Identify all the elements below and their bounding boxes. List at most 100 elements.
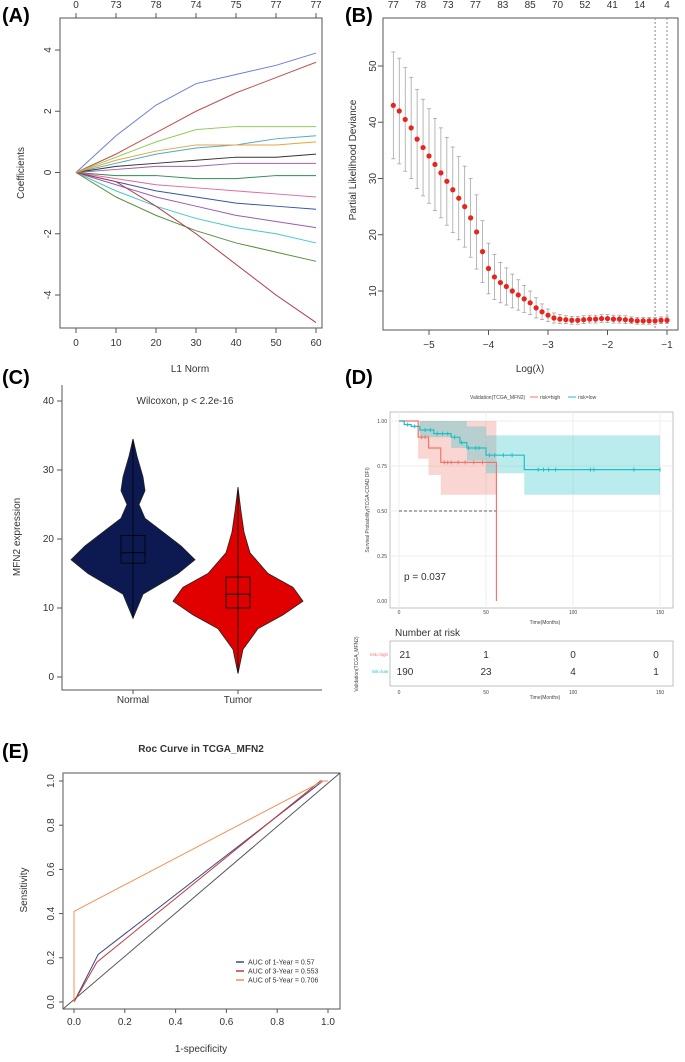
plot-frame xyxy=(59,17,323,329)
x-tick-label: 60 xyxy=(310,338,322,349)
coefficient-path xyxy=(75,141,317,173)
coefficient-path xyxy=(75,172,317,244)
x-tick-label: 0.8 xyxy=(270,1017,284,1028)
top-tick-label: 83 xyxy=(497,0,509,11)
y-tick-label: 2 xyxy=(43,108,54,114)
deviance-point xyxy=(640,318,646,324)
risk-count: 190 xyxy=(397,667,414,678)
risk-table-ylabel: Validation(TCGA_MFN2) xyxy=(354,636,360,692)
confidence-band xyxy=(399,421,497,495)
coefficient-path xyxy=(75,172,317,198)
top-tick-label: 78 xyxy=(150,0,162,11)
deviance-point xyxy=(527,300,533,306)
coefficient-path xyxy=(75,52,317,173)
risk-x-tick-label: 100 xyxy=(569,690,578,696)
risk-count: 0 xyxy=(653,650,659,661)
deviance-point xyxy=(420,144,426,151)
panel-label: (B) xyxy=(345,5,373,27)
risk-table xyxy=(389,640,674,687)
y-tick-label: 30 xyxy=(368,173,379,185)
deviance-point xyxy=(604,315,611,322)
risk-count: 1 xyxy=(483,650,489,661)
deviance-point xyxy=(497,279,503,286)
deviance-point xyxy=(474,229,480,235)
deviance-point xyxy=(456,195,462,201)
x-axis-label: L1 Norm xyxy=(171,364,209,375)
top-tick-label: 77 xyxy=(388,0,400,11)
coefficient-path xyxy=(75,172,317,229)
diagonal-reference xyxy=(62,772,341,1010)
risk-count: 23 xyxy=(480,667,492,678)
y-tick-label: 0.50 xyxy=(377,509,387,515)
x-tick-label: 0.0 xyxy=(67,1017,81,1028)
y-tick-label: 10 xyxy=(368,285,379,297)
deviance-point xyxy=(658,317,664,323)
deviance-point xyxy=(557,316,563,322)
y-tick-label: 0.25 xyxy=(377,554,387,560)
x-tick-label: −5 xyxy=(423,340,435,351)
plot-frame xyxy=(382,17,679,331)
risk-row-label: risk=low xyxy=(372,669,389,674)
deviance-point xyxy=(533,305,539,311)
legend-label: AUC of 1-Year = 0.57 xyxy=(248,960,315,967)
legend-label: risk=high xyxy=(540,395,560,401)
deviance-point xyxy=(491,274,498,280)
x-tick-label: 150 xyxy=(656,610,665,616)
deviance-point xyxy=(593,316,599,322)
plot-panel xyxy=(389,411,674,609)
top-tick-label: 0 xyxy=(73,0,79,11)
risk-x-tick-label: 0 xyxy=(398,690,401,696)
y-tick-label: 0 xyxy=(43,169,54,175)
x-axis-label: 1-specificity xyxy=(175,1044,227,1055)
stat-annotation: Wilcoxon, p < 2.2e-16 xyxy=(137,396,234,407)
deviance-point xyxy=(587,316,593,322)
coefficient-path xyxy=(75,61,317,173)
top-tick-label: 74 xyxy=(190,0,202,11)
top-tick-label: 77 xyxy=(310,0,322,11)
top-tick-label: 78 xyxy=(415,0,427,11)
x-tick-label: 20 xyxy=(150,338,162,349)
deviance-point xyxy=(634,318,640,324)
survival-curve xyxy=(399,420,660,471)
box xyxy=(120,535,146,564)
deviance-point xyxy=(485,265,492,272)
top-tick-label: 77 xyxy=(470,0,482,11)
y-axis-label: MFN2 expression xyxy=(12,498,23,576)
y-tick-label: -4 xyxy=(43,290,54,299)
deviance-point xyxy=(479,249,486,255)
x-tick-label: Normal xyxy=(117,695,149,706)
risk-count: 1 xyxy=(653,667,659,678)
coefficient-path xyxy=(75,172,317,323)
deviance-point xyxy=(426,153,432,159)
y-tick-label: 1.0 xyxy=(46,774,57,788)
y-tick-label: 20 xyxy=(368,229,379,241)
deviance-point xyxy=(616,316,623,322)
roc-curve xyxy=(73,780,328,1002)
y-tick-label: 0.6 xyxy=(46,862,57,876)
x-tick-label: 0.6 xyxy=(219,1017,233,1028)
x-tick-label: 50 xyxy=(483,610,489,616)
deviance-point xyxy=(468,215,474,221)
deviance-point xyxy=(432,161,438,168)
deviance-point xyxy=(664,317,670,323)
deviance-point xyxy=(610,316,617,322)
deviance-point xyxy=(408,125,414,131)
deviance-point xyxy=(438,170,444,176)
deviance-point xyxy=(509,288,515,294)
deviance-point xyxy=(545,312,551,318)
p-value: p = 0.037 xyxy=(404,572,446,583)
y-tick-label: -2 xyxy=(43,229,54,238)
top-tick-label: 73 xyxy=(442,0,454,11)
x-tick-label: −3 xyxy=(542,340,554,351)
risk-count: 21 xyxy=(399,650,411,661)
panel-label: (E) xyxy=(2,741,29,763)
legend-label: risk=low xyxy=(578,395,597,401)
legend-label: AUC of 5-Year = 0.706 xyxy=(248,978,318,985)
y-tick-label: 0.8 xyxy=(46,818,57,832)
risk-count: 4 xyxy=(570,667,576,678)
legend-label: AUC of 3-Year = 0.553 xyxy=(248,969,318,976)
deviance-point xyxy=(569,317,575,323)
x-tick-label: 0 xyxy=(398,610,401,616)
risk-count: 0 xyxy=(570,650,576,661)
